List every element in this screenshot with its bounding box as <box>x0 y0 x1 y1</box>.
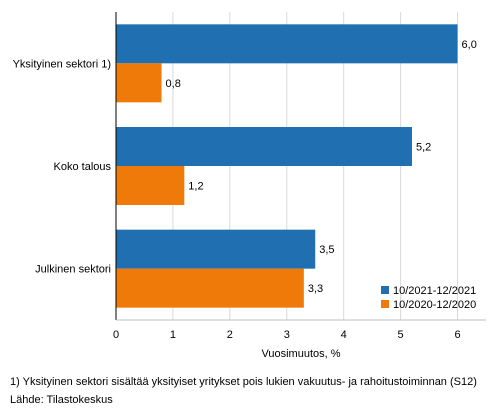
data-label: 5,2 <box>416 142 431 154</box>
x-tick-label: 1 <box>170 329 176 341</box>
bar <box>116 63 162 103</box>
data-label: 0,8 <box>166 78 181 90</box>
legend-swatch <box>381 300 389 308</box>
x-tick-label: 5 <box>398 329 404 341</box>
data-label: 1,2 <box>188 181 203 193</box>
bar <box>116 268 304 308</box>
axes: 0 1 2 3 4 5 6 Yksityinen sektori 1) Koko talous J… <box>13 12 486 360</box>
legend-label: 10/2020-12/2020 <box>393 299 476 311</box>
bar <box>116 127 412 166</box>
bars: 6,0 0,8 5,2 1,2 3,5 3,3 <box>116 24 477 308</box>
category-label: Koko talous <box>54 161 112 173</box>
footnote: 1) Yksityinen sektori sisältää yksityise… <box>10 376 477 388</box>
x-axis-title: Vuosimuutos, % <box>261 348 340 360</box>
legend: 10/2021-12/2021 10/2020-12/2020 <box>381 285 476 311</box>
data-label: 3,3 <box>308 283 323 295</box>
category-label: Yksityinen sektori 1) <box>13 58 111 70</box>
x-tick-label: 3 <box>284 329 290 341</box>
bar <box>116 229 316 269</box>
legend-swatch <box>381 286 389 294</box>
bar <box>116 166 185 205</box>
category-label: Julkinen sektori <box>35 264 111 276</box>
x-tick-label: 6 <box>454 329 460 341</box>
data-label: 6,0 <box>462 39 477 51</box>
legend-label: 10/2021-12/2021 <box>393 285 476 297</box>
x-tick-label: 4 <box>341 329 347 341</box>
data-label: 3,5 <box>319 244 334 256</box>
bar <box>116 24 458 64</box>
x-tick-label: 2 <box>227 329 233 341</box>
source-note: Lähde: Tilastokeskus <box>10 394 113 406</box>
bar-chart: 6,0 0,8 5,2 1,2 3,5 3,3 0 1 2 3 4 5 6 Yksityinen sek… <box>13 12 486 360</box>
x-tick-label: 0 <box>113 329 119 341</box>
